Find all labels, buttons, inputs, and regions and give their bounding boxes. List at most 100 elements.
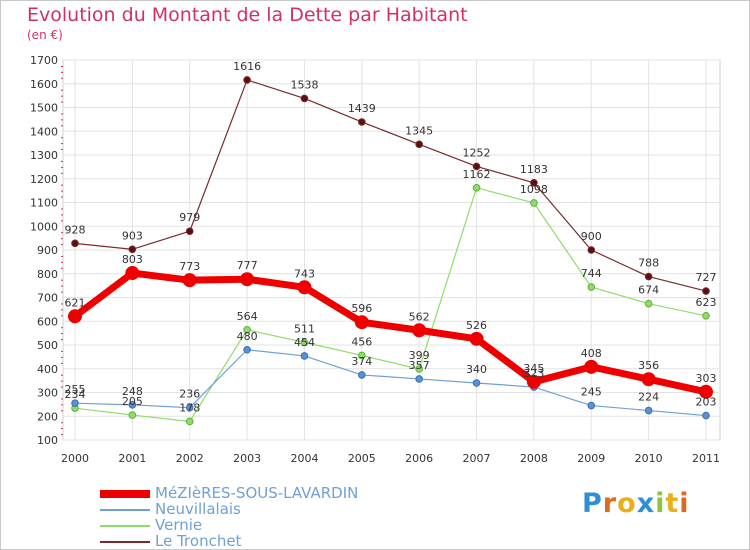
y-minor-tick (61, 398, 63, 400)
legend-label-mezieres: MéZIèRES-SOUS-LAVARDIN (155, 484, 359, 502)
y-minor-tick (61, 356, 63, 358)
y-axis: 100 200 300 400 500 600 700 800 900 1000 1100 1200 1… (30, 54, 63, 447)
legend-label-vernie: Vernie (155, 516, 203, 534)
proxiti-logo: Proxiti (582, 488, 690, 519)
series-3-data-label-2003: 777 (237, 259, 258, 272)
series-1-point-2011 (702, 311, 710, 320)
y-tick-label-1300: 1300 (30, 149, 58, 162)
y-minor-tick (61, 190, 63, 192)
series-0-point-2011 (702, 287, 710, 295)
logo-letter: x (636, 488, 656, 519)
series-0-line (74, 79, 707, 292)
y-minor-tick (61, 362, 63, 364)
y-minor-tick (61, 238, 63, 240)
y-minor-tick (61, 196, 63, 198)
y-minor-tick (61, 166, 63, 168)
series-3-point-2004 (297, 280, 312, 295)
y-tick-label-600: 600 (37, 315, 58, 328)
series-0-data-label-2002: 979 (179, 211, 200, 224)
series-1-point-2002 (185, 417, 194, 426)
logo-letter: o (617, 488, 637, 519)
y-minor-tick (61, 77, 63, 79)
series-3-data-label-2004: 743 (294, 267, 315, 280)
legend-swatch-neuvillalais (100, 509, 150, 511)
series-1-data-label-2001: 205 (122, 395, 143, 408)
y-tick-label-100: 100 (37, 434, 58, 447)
series-3-point-2002 (182, 273, 197, 288)
series-2-point-2007 (472, 379, 481, 387)
legend-swatch-le-tronchet (100, 541, 150, 543)
series-0-point-2006 (415, 140, 423, 149)
legend-label-le-tronchet: Le Tronchet (155, 532, 242, 550)
y-minor-tick (61, 71, 63, 73)
y-minor-tick (61, 149, 63, 151)
y-minor-tick (61, 374, 63, 376)
series-2-point-2004 (300, 352, 309, 360)
series-1-data-label-2002: 178 (179, 401, 200, 414)
y-minor-tick (61, 279, 63, 281)
series-3-data-label-2001: 803 (122, 253, 143, 266)
y-minor-tick (61, 95, 63, 97)
y-minor-tick (61, 113, 63, 115)
series-1-data-label-2006: 399 (409, 349, 430, 362)
series-1-data-label-2000: 234 (65, 388, 86, 401)
y-minor-tick (61, 327, 63, 329)
series-1-point-2005 (358, 351, 366, 360)
y-minor-tick (61, 434, 63, 436)
x-tick-label-2001: 2001 (118, 452, 146, 465)
y-tick-label-1600: 1600 (30, 78, 58, 91)
series-3-line (72, 269, 707, 396)
series-1-point-2003 (243, 326, 251, 334)
logo-letter: P (582, 488, 603, 519)
series-3-data-label-2010: 356 (638, 359, 659, 372)
series-3-point-2003 (240, 272, 255, 287)
y-minor-tick (61, 143, 63, 145)
series-3-point-2001 (125, 266, 140, 281)
series-0-point-2003 (243, 76, 251, 84)
series-2-point-2010 (644, 406, 653, 415)
series-0-point-2010 (644, 272, 653, 281)
series-layer (68, 76, 713, 426)
x-tick-label-2011: 2011 (692, 452, 720, 465)
series-3-data-label-2000: 621 (65, 296, 86, 309)
series-2-data-label-2006: 357 (409, 359, 430, 372)
series-0-data-label-2001: 903 (122, 229, 143, 242)
series-3-data-label-2006: 562 (409, 310, 430, 323)
y-minor-tick (61, 285, 63, 287)
x-tick-label-2009: 2009 (577, 452, 605, 465)
y-minor-tick (61, 172, 63, 174)
y-tick-label-300: 300 (37, 387, 58, 400)
series-2-point-2002 (185, 403, 194, 412)
series-1-point-2007 (472, 183, 481, 192)
series-1-line (74, 187, 707, 423)
y-minor-tick (61, 339, 63, 341)
y-minor-tick (61, 244, 63, 246)
y-minor-tick (61, 125, 63, 127)
series-2-data-label-2001: 248 (122, 385, 143, 398)
x-tick-label-2002: 2002 (176, 452, 204, 465)
x-axis: 2000 2001 2002 2003 2004 2005 2006 2007 2008 2009… (61, 452, 720, 465)
x-tick-label-2000: 2000 (61, 452, 89, 465)
series-0-data-label-2005: 1439 (348, 102, 376, 115)
series-1-data-label-2010: 674 (638, 284, 659, 297)
y-minor-tick (61, 137, 63, 139)
series-0-data-label-2009: 900 (581, 230, 602, 243)
y-tick-label-400: 400 (37, 363, 58, 376)
y-minor-tick (61, 232, 63, 234)
series-3-point-2005 (354, 315, 369, 330)
legend-swatch-mezieres (100, 490, 150, 498)
series-1-data-label-2008: 1098 (520, 183, 548, 196)
data-labels-layer: 928 903 979 1616 1538 1439 1345 1252 1183 900 788 7… (65, 60, 717, 415)
y-minor-tick (61, 428, 63, 430)
y-minor-tick (61, 350, 63, 352)
series-2-data-label-2002: 236 (179, 388, 200, 401)
series-3-point-2009 (584, 359, 599, 374)
legend-swatch-vernie (100, 525, 150, 527)
series-3-data-label-2011: 303 (696, 372, 717, 385)
y-minor-tick (61, 333, 63, 335)
series-3-point-2006 (412, 323, 427, 338)
logo-letter: i (655, 488, 666, 519)
series-1-data-label-2007: 1162 (463, 168, 491, 181)
y-tick-label-200: 200 (37, 410, 58, 423)
series-0-data-label-2004: 1538 (290, 78, 318, 91)
